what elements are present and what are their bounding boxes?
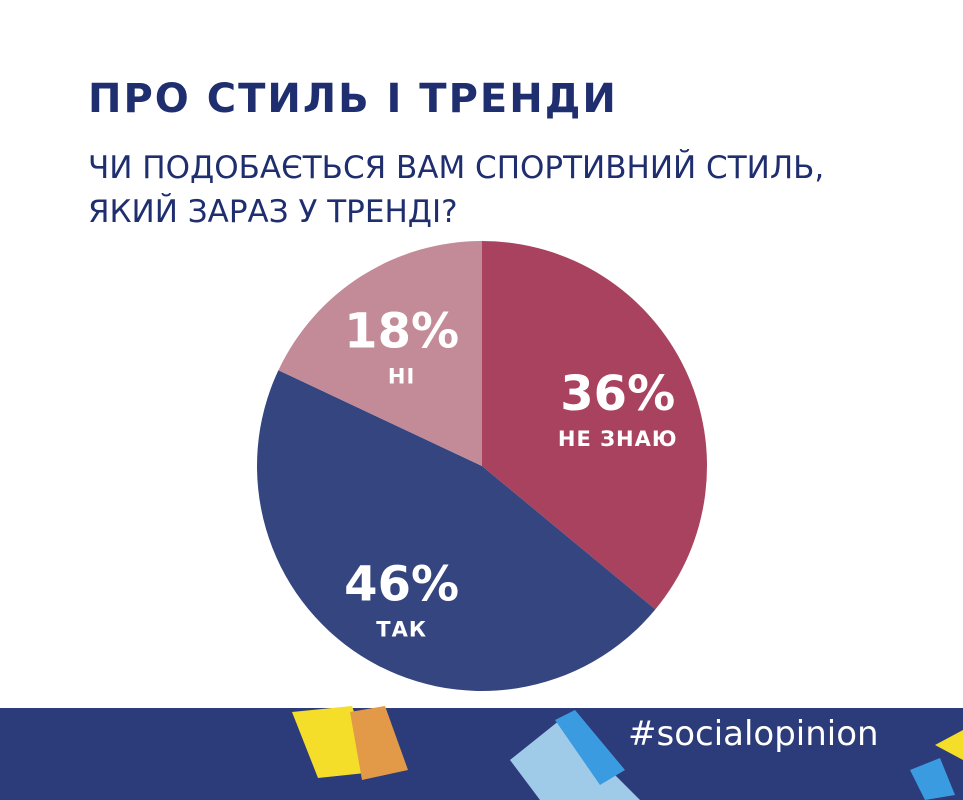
decoration bbox=[910, 758, 955, 800]
category-label: НІ bbox=[388, 364, 415, 388]
title: ПРО СТИЛЬ І ТРЕНДИ bbox=[88, 76, 618, 122]
subtitle: ЧИ ПОДОБАЄТЬСЯ ВАМ СПОРТИВНИЙ СТИЛЬ, bbox=[88, 150, 824, 186]
decoration bbox=[555, 710, 625, 785]
subtitle: ЯКИЙ ЗАРАЗ У ТРЕНДІ? bbox=[88, 194, 458, 230]
value-label: 46% bbox=[344, 557, 459, 613]
pie: 36% НЕ ЗНАЮ 46% ТАК 18% НІ bbox=[256, 241, 707, 692]
value-label: 18% bbox=[344, 303, 459, 359]
value-label: 36% bbox=[560, 366, 675, 422]
category-label: ТАК bbox=[376, 618, 427, 642]
category-label: НЕ ЗНАЮ bbox=[558, 427, 678, 451]
decoration bbox=[935, 730, 963, 760]
pie-slice bbox=[278, 241, 482, 466]
pie-slice bbox=[482, 241, 707, 610]
decoration bbox=[350, 706, 408, 780]
pie-slice bbox=[256, 370, 656, 692]
footer-band bbox=[0, 708, 963, 800]
hashtag: #socialopinion bbox=[628, 714, 879, 754]
